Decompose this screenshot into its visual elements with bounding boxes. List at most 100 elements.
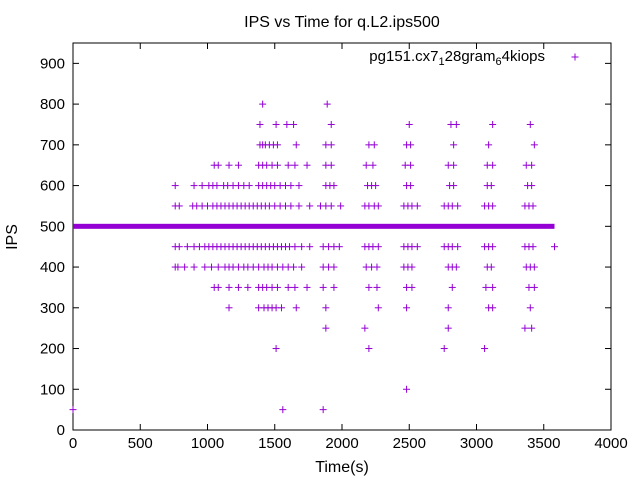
data-point <box>551 243 559 251</box>
x-tick-label: 3000 <box>460 435 493 452</box>
data-point <box>198 182 206 190</box>
data-point <box>225 161 233 169</box>
data-point <box>407 161 415 169</box>
data-point <box>407 182 415 190</box>
data-point <box>245 182 253 190</box>
data-point <box>444 324 452 332</box>
data-point <box>530 283 538 291</box>
data-point <box>283 120 291 128</box>
data-point <box>365 283 373 291</box>
data-point <box>303 161 311 169</box>
data-point <box>290 120 298 128</box>
data-point <box>291 243 299 251</box>
data-point <box>171 182 179 190</box>
legend-label-sub-2: 6 <box>496 56 502 68</box>
data-point <box>298 263 306 271</box>
data-point <box>323 100 331 108</box>
y-tick-label: 200 <box>40 341 65 358</box>
data-point <box>298 243 306 251</box>
data-point <box>256 120 264 128</box>
y-tick-label: 700 <box>40 137 65 154</box>
legend-marker <box>571 53 579 61</box>
data-point <box>322 324 330 332</box>
data-point <box>529 202 537 210</box>
plot-frame <box>72 42 612 431</box>
data-point <box>284 161 292 169</box>
data-point <box>214 283 222 291</box>
y-tick-label: 800 <box>40 96 65 113</box>
data-point <box>403 385 411 393</box>
data-point <box>319 406 327 414</box>
y-tick-label: 900 <box>40 55 65 72</box>
x-tick-label: 4000 <box>594 435 627 452</box>
data-point <box>69 406 77 414</box>
y-tick-label: 0 <box>57 422 65 439</box>
x-tick-labels: 0 500 1000 1500 2000 2500 3000 3500 4000 <box>69 435 628 452</box>
data-point <box>330 283 338 291</box>
data-point <box>183 243 191 251</box>
legend-label-part-1: pg151.cx7 <box>369 48 438 65</box>
data-point <box>370 141 378 149</box>
data-point <box>450 182 458 190</box>
data-point <box>440 345 448 353</box>
data-point <box>529 243 537 251</box>
data-point <box>530 263 538 271</box>
data-point <box>175 243 183 251</box>
data-point <box>303 283 311 291</box>
legend-label-part-3: 4kiops <box>502 48 545 65</box>
baseline-band <box>73 223 555 229</box>
data-point <box>448 283 456 291</box>
data-point <box>372 182 380 190</box>
data-point <box>272 345 280 353</box>
data-point <box>489 304 497 312</box>
axis-ticks <box>72 43 612 431</box>
data-point <box>181 263 189 271</box>
series-baseline <box>73 223 555 229</box>
data-point <box>444 304 452 312</box>
x-tick-label: 2000 <box>325 435 358 452</box>
data-point <box>287 182 295 190</box>
data-point <box>319 283 327 291</box>
data-point <box>292 141 300 149</box>
data-point <box>259 100 267 108</box>
y-tick-label: 300 <box>40 300 65 317</box>
data-point <box>521 324 529 332</box>
legend: pg151.cx7128gram64kiops <box>369 48 579 68</box>
data-point <box>306 202 314 210</box>
data-point <box>482 283 490 291</box>
data-point <box>273 161 281 169</box>
data-point <box>361 324 369 332</box>
data-point <box>284 283 292 291</box>
data-point <box>481 345 489 353</box>
data-point <box>487 182 495 190</box>
data-point <box>279 406 287 414</box>
data-point <box>452 263 460 271</box>
data-point <box>174 263 182 271</box>
data-point <box>244 283 252 291</box>
data-point <box>454 243 462 251</box>
data-point <box>413 202 421 210</box>
x-tick-label: 500 <box>128 435 153 452</box>
data-point <box>335 243 343 251</box>
data-point <box>489 243 497 251</box>
data-point <box>327 161 335 169</box>
data-point <box>454 202 462 210</box>
data-point <box>175 202 183 210</box>
x-tick-label: 1500 <box>258 435 291 452</box>
y-axis-label: IPS <box>4 224 21 250</box>
data-point <box>452 120 460 128</box>
data-point <box>489 120 497 128</box>
y-tick-label: 100 <box>40 381 65 398</box>
data-point <box>273 283 281 291</box>
data-point <box>403 304 411 312</box>
x-axis-label: Time(s) <box>315 459 369 476</box>
data-point <box>530 141 538 149</box>
data-point <box>295 202 303 210</box>
data-point <box>190 263 198 271</box>
data-point <box>291 283 299 291</box>
data-point <box>408 283 416 291</box>
data-point <box>369 161 377 169</box>
legend-label: pg151.cx7128gram64kiops <box>369 48 545 68</box>
data-point <box>374 304 382 312</box>
